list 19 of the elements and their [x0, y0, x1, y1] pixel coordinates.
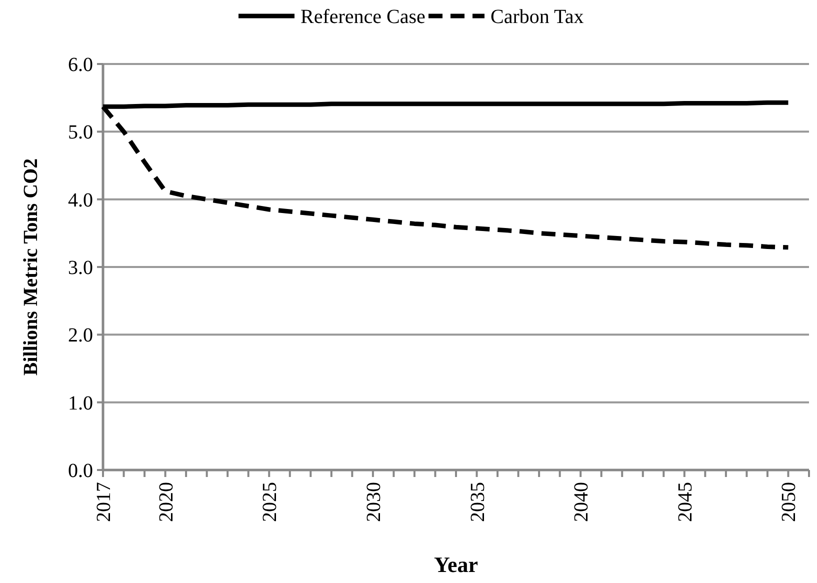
x-tick-label: 2030 [362, 482, 385, 522]
y-tick-label: 5.0 [68, 122, 93, 144]
y-tick-label: 2.0 [68, 324, 93, 347]
x-tick-label: 2045 [674, 482, 696, 522]
y-tick-label: 0.0 [68, 460, 93, 482]
y-tick-label: 4.0 [68, 189, 93, 212]
x-tick-label: 2035 [466, 482, 489, 522]
y-tick-label: 3.0 [68, 257, 93, 279]
legend-label: Carbon Tax [490, 6, 584, 28]
x-tick-label: 2020 [155, 482, 178, 522]
y-axis-title: Billions Metric Tons CO2 [20, 158, 42, 376]
legend-label: Reference Case [300, 6, 426, 28]
x-tick-label: 2017 [93, 482, 115, 522]
x-tick-label: 2025 [259, 482, 282, 522]
y-tick-label: 6.0 [68, 54, 93, 76]
x-axis-title: Year [434, 552, 478, 577]
y-tick-label: 1.0 [68, 392, 93, 414]
x-tick-label: 2050 [778, 482, 800, 522]
x-tick-label: 2040 [570, 482, 593, 522]
